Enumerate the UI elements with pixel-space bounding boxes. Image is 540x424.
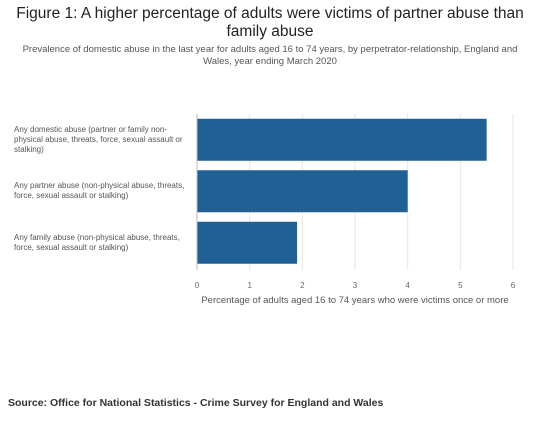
x-tick-label: 3 [353,281,358,290]
x-tick-label: 2 [300,281,305,290]
bar [197,170,408,213]
x-tick-label: 4 [405,281,410,290]
x-tick-label: 5 [458,281,463,290]
chart-subtitle: Prevalence of domestic abuse in the last… [22,44,518,67]
category-label: Any domestic abuse (partner or family no… [14,124,183,154]
bar [197,221,298,264]
x-tick-label: 6 [511,281,516,290]
source-note: Source: Office for National Statistics -… [8,397,384,409]
bar [197,118,487,161]
chart-title: Figure 1: A higher percentage of adults … [16,5,524,40]
category-label: Any partner abuse (non-physical abuse, t… [14,181,185,201]
x-axis-label: Percentage of adults aged 16 to 74 years… [201,295,508,306]
x-tick-label: 1 [247,281,252,290]
category-label: Any family abuse (non-physical abuse, th… [14,232,180,252]
x-tick-label: 0 [195,281,200,290]
